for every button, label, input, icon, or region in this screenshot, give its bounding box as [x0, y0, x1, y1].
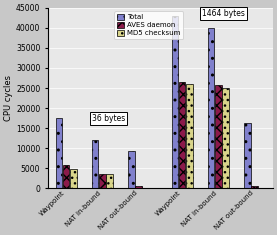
Bar	[172, 16, 178, 188]
Bar	[135, 186, 142, 188]
Bar	[56, 118, 62, 188]
Bar	[106, 174, 113, 188]
Bar	[99, 174, 106, 188]
Bar	[63, 165, 69, 188]
Bar	[244, 123, 251, 188]
Bar	[70, 169, 77, 188]
Bar	[186, 84, 193, 188]
Bar	[179, 82, 185, 188]
Legend: Total, AVES daemon, MD5 checksum: Total, AVES daemon, MD5 checksum	[114, 11, 183, 39]
Bar	[128, 152, 135, 188]
Text: 1464 bytes: 1464 bytes	[202, 9, 245, 18]
Bar	[215, 85, 222, 188]
Bar	[222, 88, 229, 188]
Bar	[252, 186, 258, 188]
Text: 36 bytes: 36 bytes	[92, 114, 125, 123]
Bar	[92, 140, 98, 188]
Y-axis label: CPU cycles: CPU cycles	[4, 75, 13, 121]
Bar	[208, 28, 214, 188]
